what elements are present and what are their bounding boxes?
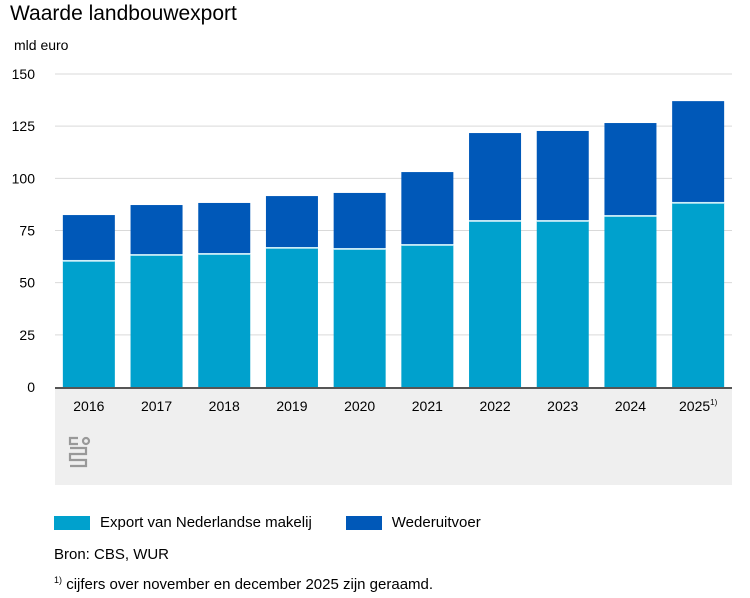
bar-export xyxy=(604,216,657,387)
y-tick-label: 100 xyxy=(12,170,36,186)
bar-export xyxy=(62,260,115,387)
bar-wederuitvoer xyxy=(401,172,454,245)
footnote-text: cijfers over november en december 2025 z… xyxy=(66,576,434,593)
bar-wederuitvoer xyxy=(265,196,318,248)
x-tick-label: 2018 xyxy=(209,398,240,414)
x-tick-label: 2019 xyxy=(276,398,307,414)
bar-chart: 0 25 50 75 100 125 150 2016 2017 2018 2019 2020 2021… xyxy=(12,66,732,485)
legend-swatch xyxy=(54,515,90,530)
bar-wederuitvoer xyxy=(62,215,115,260)
x-tick-label: 2023 xyxy=(547,398,578,414)
legend: Export van Nederlandse makelij Wederuitv… xyxy=(54,514,515,531)
bar-export xyxy=(672,202,725,387)
bar-wederuitvoer xyxy=(604,123,657,216)
bar-wederuitvoer xyxy=(469,133,522,221)
footnote: 1) cijfers over november en december 202… xyxy=(54,575,433,593)
legend-item-export: Export van Nederlandse makelij xyxy=(54,514,312,531)
legend-label: Export van Nederlandse makelij xyxy=(100,514,312,531)
y-tick-label: 25 xyxy=(19,327,35,343)
x-tick-label: 2021 xyxy=(412,398,443,414)
x-tick-label: 2016 xyxy=(73,398,104,414)
bar-export xyxy=(265,248,318,387)
y-tick-label: 50 xyxy=(19,275,35,291)
bar-wederuitvoer xyxy=(130,205,183,255)
bar-wederuitvoer xyxy=(536,130,589,221)
y-tick-label: 150 xyxy=(12,66,36,82)
bar-wederuitvoer xyxy=(333,192,386,249)
bar-export xyxy=(401,245,454,387)
bar-export xyxy=(333,249,386,387)
x-tick-label: 2022 xyxy=(479,398,510,414)
source-text: Bron: CBS, WUR xyxy=(54,546,170,563)
bar-export xyxy=(198,254,251,387)
y-tick-label: 125 xyxy=(12,118,36,134)
x-tick-label: 2020 xyxy=(344,398,375,414)
legend-item-wederuitvoer: Wederuitvoer xyxy=(345,514,481,531)
legend-swatch xyxy=(345,515,382,530)
y-tick-label: 75 xyxy=(19,223,35,239)
legend-label: Wederuitvoer xyxy=(391,514,481,531)
bar-export xyxy=(130,255,183,387)
bar-wederuitvoer xyxy=(198,202,251,254)
x-tick-label: 20251) xyxy=(679,398,718,414)
footer-band xyxy=(55,388,732,485)
chart-title: Waarde landbouwexport xyxy=(10,2,237,25)
bar-export xyxy=(469,221,522,387)
y-tick-label: 0 xyxy=(27,379,35,395)
y-unit-label: mld euro xyxy=(14,37,69,53)
footnote-mark: 1) xyxy=(54,575,63,585)
bar-export xyxy=(536,221,589,387)
x-tick-label: 2017 xyxy=(141,398,172,414)
cbs-logo xyxy=(68,436,91,468)
bar-wederuitvoer xyxy=(672,101,725,202)
x-tick-label: 2024 xyxy=(615,398,646,414)
